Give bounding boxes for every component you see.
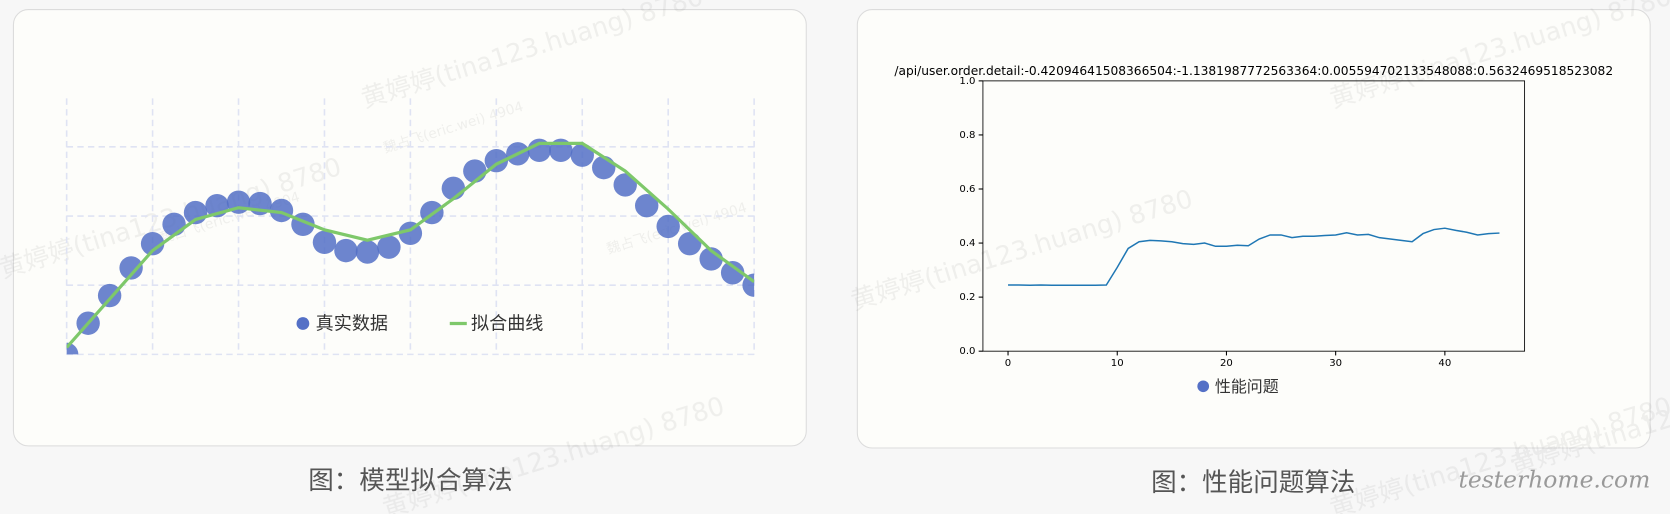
data-point — [119, 256, 143, 280]
data-point — [463, 159, 487, 183]
line — [1008, 227, 1500, 286]
y-tick-label: 0.8 — [959, 130, 975, 141]
data-point — [162, 212, 186, 237]
y-tick-label: 0.0 — [959, 346, 975, 357]
fit-line — [66, 141, 755, 349]
caption: 图：性能问题算法 — [1151, 468, 1355, 498]
x-tick-label: 10 — [1111, 358, 1124, 369]
chart-title: /api/user.order.detail:-0.42094641508366… — [894, 64, 1613, 78]
data-point — [720, 261, 745, 285]
card-right — [856, 9, 1651, 449]
y-tick-label: 1.0 — [959, 76, 975, 87]
y-tick-label: 0.2 — [959, 292, 975, 303]
logo: testerhome.com — [1459, 466, 1651, 494]
data-point — [484, 148, 509, 173]
x-tick-label: 20 — [1220, 358, 1233, 369]
y-tick-label: 0.4 — [959, 238, 975, 249]
data-point — [377, 235, 401, 259]
legend-marker — [296, 317, 310, 330]
x-tick-label: 0 — [1005, 358, 1011, 369]
data-point — [97, 283, 122, 308]
legend-label: 性能问题 — [1215, 377, 1279, 396]
caption: 图：模型拟合算法 — [308, 466, 512, 496]
legend-marker — [1197, 380, 1210, 393]
legend-label: 真实数据 — [316, 314, 388, 335]
plot — [66, 138, 755, 355]
data-point — [441, 176, 466, 201]
data-point — [635, 193, 659, 218]
data-point — [355, 240, 380, 264]
data-point — [677, 231, 702, 256]
data-point — [312, 230, 337, 255]
x-tick-label: 30 — [1329, 358, 1342, 369]
data-point — [140, 231, 165, 256]
data-point — [334, 238, 358, 263]
y-tick-label: 0.6 — [959, 184, 975, 195]
data-point — [613, 173, 637, 197]
data-point — [592, 155, 616, 180]
legend-label: 拟合曲线 — [471, 314, 543, 335]
axes-frame — [982, 80, 1526, 352]
data-point — [570, 143, 594, 167]
x-tick-label: 40 — [1438, 358, 1451, 369]
data-point — [656, 214, 680, 239]
